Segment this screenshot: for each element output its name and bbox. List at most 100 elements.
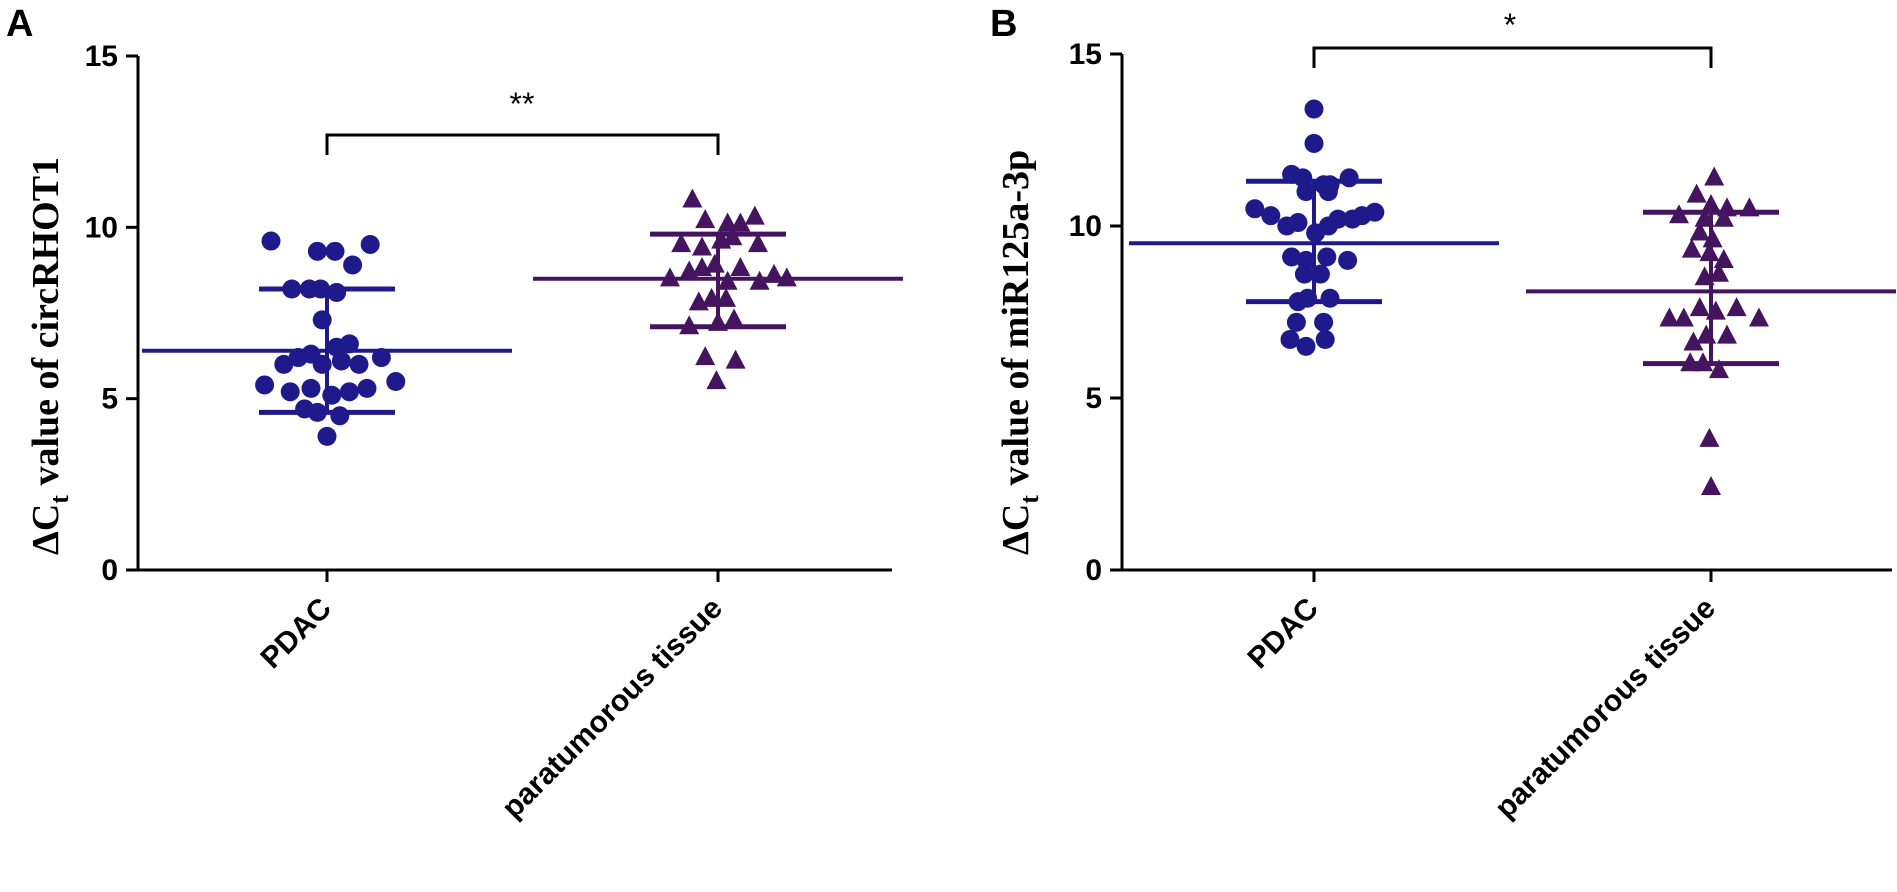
y-tick-label: 0 xyxy=(101,554,118,587)
data-point xyxy=(716,287,736,307)
data-point xyxy=(725,349,746,369)
data-point xyxy=(317,426,337,446)
data-point xyxy=(1294,264,1314,284)
y-tick-label: 15 xyxy=(1069,38,1102,71)
data-point xyxy=(301,378,321,398)
data-point xyxy=(1296,336,1316,356)
data-point xyxy=(1317,247,1337,267)
data-point xyxy=(1696,324,1717,344)
data-point xyxy=(327,282,347,302)
data-point xyxy=(339,334,359,354)
data-point xyxy=(1701,476,1721,496)
data-point xyxy=(1713,207,1734,227)
axes xyxy=(136,56,892,572)
data-point xyxy=(706,370,727,390)
data-point xyxy=(325,241,345,261)
data-point xyxy=(1318,182,1338,202)
data-point xyxy=(331,351,351,371)
y-tick-label: 15 xyxy=(85,40,118,73)
data-point xyxy=(1705,300,1726,320)
data-point xyxy=(386,372,406,392)
data-point xyxy=(1296,182,1316,202)
panel-b: B ΔCt value of miR125a-3p 0 5 10 15 PDAC par… xyxy=(990,3,1896,825)
data-point xyxy=(1365,202,1385,222)
data-point xyxy=(1339,168,1359,188)
data-point xyxy=(1659,307,1680,327)
data-point xyxy=(349,354,369,374)
data-point xyxy=(1282,247,1302,267)
data-point xyxy=(704,253,725,273)
data-point xyxy=(1304,99,1324,119)
data-point xyxy=(730,257,751,277)
significance-label: * xyxy=(1504,7,1516,43)
data-point xyxy=(671,233,692,253)
data-point xyxy=(1686,183,1707,203)
y-tick-label: 10 xyxy=(1069,210,1102,243)
data-point xyxy=(261,231,281,251)
x-category-label: PDAC xyxy=(1242,592,1325,675)
y-ticks: 0 5 10 15 xyxy=(85,40,138,587)
data-point xyxy=(1261,206,1281,226)
data-point xyxy=(343,255,363,275)
data-points xyxy=(1129,99,1896,496)
data-point xyxy=(330,406,350,426)
data-point xyxy=(695,209,716,229)
data-point xyxy=(1689,297,1710,317)
data-point xyxy=(1245,199,1265,219)
y-ticks: 0 5 10 15 xyxy=(1069,38,1122,587)
y-axis-label: ΔCt value of miR125a-3p xyxy=(995,150,1044,555)
x-category-labels: PDAC paratumorous tissue xyxy=(255,570,729,825)
data-point xyxy=(371,348,391,368)
y-tick-label: 10 xyxy=(85,211,118,244)
data-point xyxy=(692,236,712,256)
data-point xyxy=(360,234,380,254)
x-category-label: paratumorous tissue xyxy=(1489,592,1722,825)
data-point xyxy=(357,378,377,398)
data-point xyxy=(274,354,294,374)
data-point xyxy=(682,188,703,208)
panel-label: B xyxy=(990,3,1017,45)
data-point xyxy=(1709,359,1729,379)
data-point xyxy=(307,241,327,261)
data-points xyxy=(142,188,903,446)
significance-bracket xyxy=(1312,46,1713,68)
panel-a: A ΔCt value of circRHOT1 0 5 10 15 PDAC para… xyxy=(6,3,903,825)
data-point xyxy=(339,382,359,402)
data-point xyxy=(1689,221,1710,241)
data-point xyxy=(1673,307,1694,327)
data-point xyxy=(1749,307,1769,327)
data-point xyxy=(1709,262,1729,282)
significance-label: ** xyxy=(510,86,535,122)
axes xyxy=(1120,54,1892,572)
data-point xyxy=(1315,330,1335,350)
data-point xyxy=(1314,312,1334,332)
data-point xyxy=(1286,312,1306,332)
data-point xyxy=(1701,193,1721,213)
data-point xyxy=(1699,427,1720,447)
data-point xyxy=(724,308,744,328)
data-point xyxy=(1288,213,1308,233)
data-point xyxy=(255,375,275,395)
data-point xyxy=(1280,330,1300,350)
data-point xyxy=(1320,288,1340,308)
data-point xyxy=(730,212,751,232)
data-point xyxy=(1704,166,1725,186)
data-point xyxy=(744,205,765,225)
data-point xyxy=(1328,209,1348,229)
data-point xyxy=(1717,324,1737,344)
data-point xyxy=(1681,238,1702,258)
data-point xyxy=(1304,133,1324,153)
x-category-labels: PDAC paratumorous tissue xyxy=(1242,570,1722,825)
y-tick-label: 5 xyxy=(1085,382,1102,415)
data-point xyxy=(288,348,308,368)
panel-label: A xyxy=(6,3,33,45)
data-point xyxy=(1338,250,1358,270)
data-point xyxy=(1296,250,1316,270)
significance-bracket xyxy=(325,133,720,155)
data-point xyxy=(280,382,300,402)
x-category-label: PDAC xyxy=(255,592,338,675)
data-point xyxy=(695,346,716,366)
x-category-label: paratumorous tissue xyxy=(496,592,729,825)
y-tick-label: 5 xyxy=(101,383,118,416)
